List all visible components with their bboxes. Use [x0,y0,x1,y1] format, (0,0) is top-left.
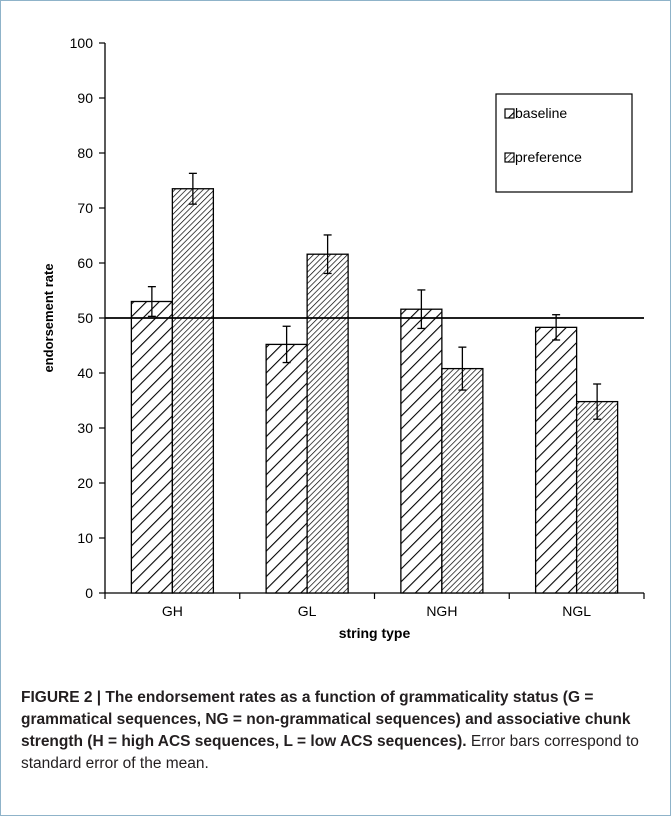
x-axis-label: string type [339,625,411,641]
caption-lead: FIGURE 2 | The endorsement rates as a fu… [21,689,631,750]
legend-label-preference: preference [515,149,582,165]
y-tick-label: 50 [77,310,93,326]
y-tick-label: 100 [70,35,94,51]
bar-baseline-GH [130,300,174,594]
y-tick-label: 70 [77,200,93,216]
bar-preference-NGL [575,400,619,594]
error-bars [147,172,602,420]
y-tick-label: 10 [77,530,93,546]
x-tick-label: NGH [426,603,457,619]
bar-chart: 0 10 20 30 40 50 60 70 80 90 100 GH GL NGH NGL string t… [41,35,645,641]
y-tick-label: 80 [77,145,93,161]
legend-swatch-baseline [504,108,515,119]
caption-rest: Error bars correspond to standard error … [21,733,639,772]
y-tick-label: 90 [77,90,93,106]
bar-preference-GH [171,188,215,594]
bars [130,188,619,594]
y-tick-label: 40 [77,365,93,381]
y-tick-label: 20 [77,475,93,491]
bar-baseline-NGL [534,326,578,594]
bar-preference-NGH [441,367,484,594]
bar-baseline-GL [265,343,308,594]
y-tick-label: 0 [85,585,93,601]
legend: baseline preference [495,93,633,193]
bar-baseline-NGH [400,308,443,594]
y-tick-label: 60 [77,255,93,271]
y-axis-label: endorsement rate [41,263,56,372]
legend-label-baseline: baseline [515,105,567,121]
axes: 0 10 20 30 40 50 60 70 80 90 100 GH GL NGH NGL string t… [41,35,645,641]
legend-box [495,93,633,193]
x-tick-label: GH [162,603,183,619]
x-tick-label: GL [298,603,317,619]
y-tick-label: 30 [77,420,93,436]
figure-caption: FIGURE 2 | The endorsement rates as a fu… [21,687,653,775]
x-tick-label: NGL [562,603,591,619]
bar-preference-GL [306,253,349,594]
legend-swatch-preference [504,152,515,163]
